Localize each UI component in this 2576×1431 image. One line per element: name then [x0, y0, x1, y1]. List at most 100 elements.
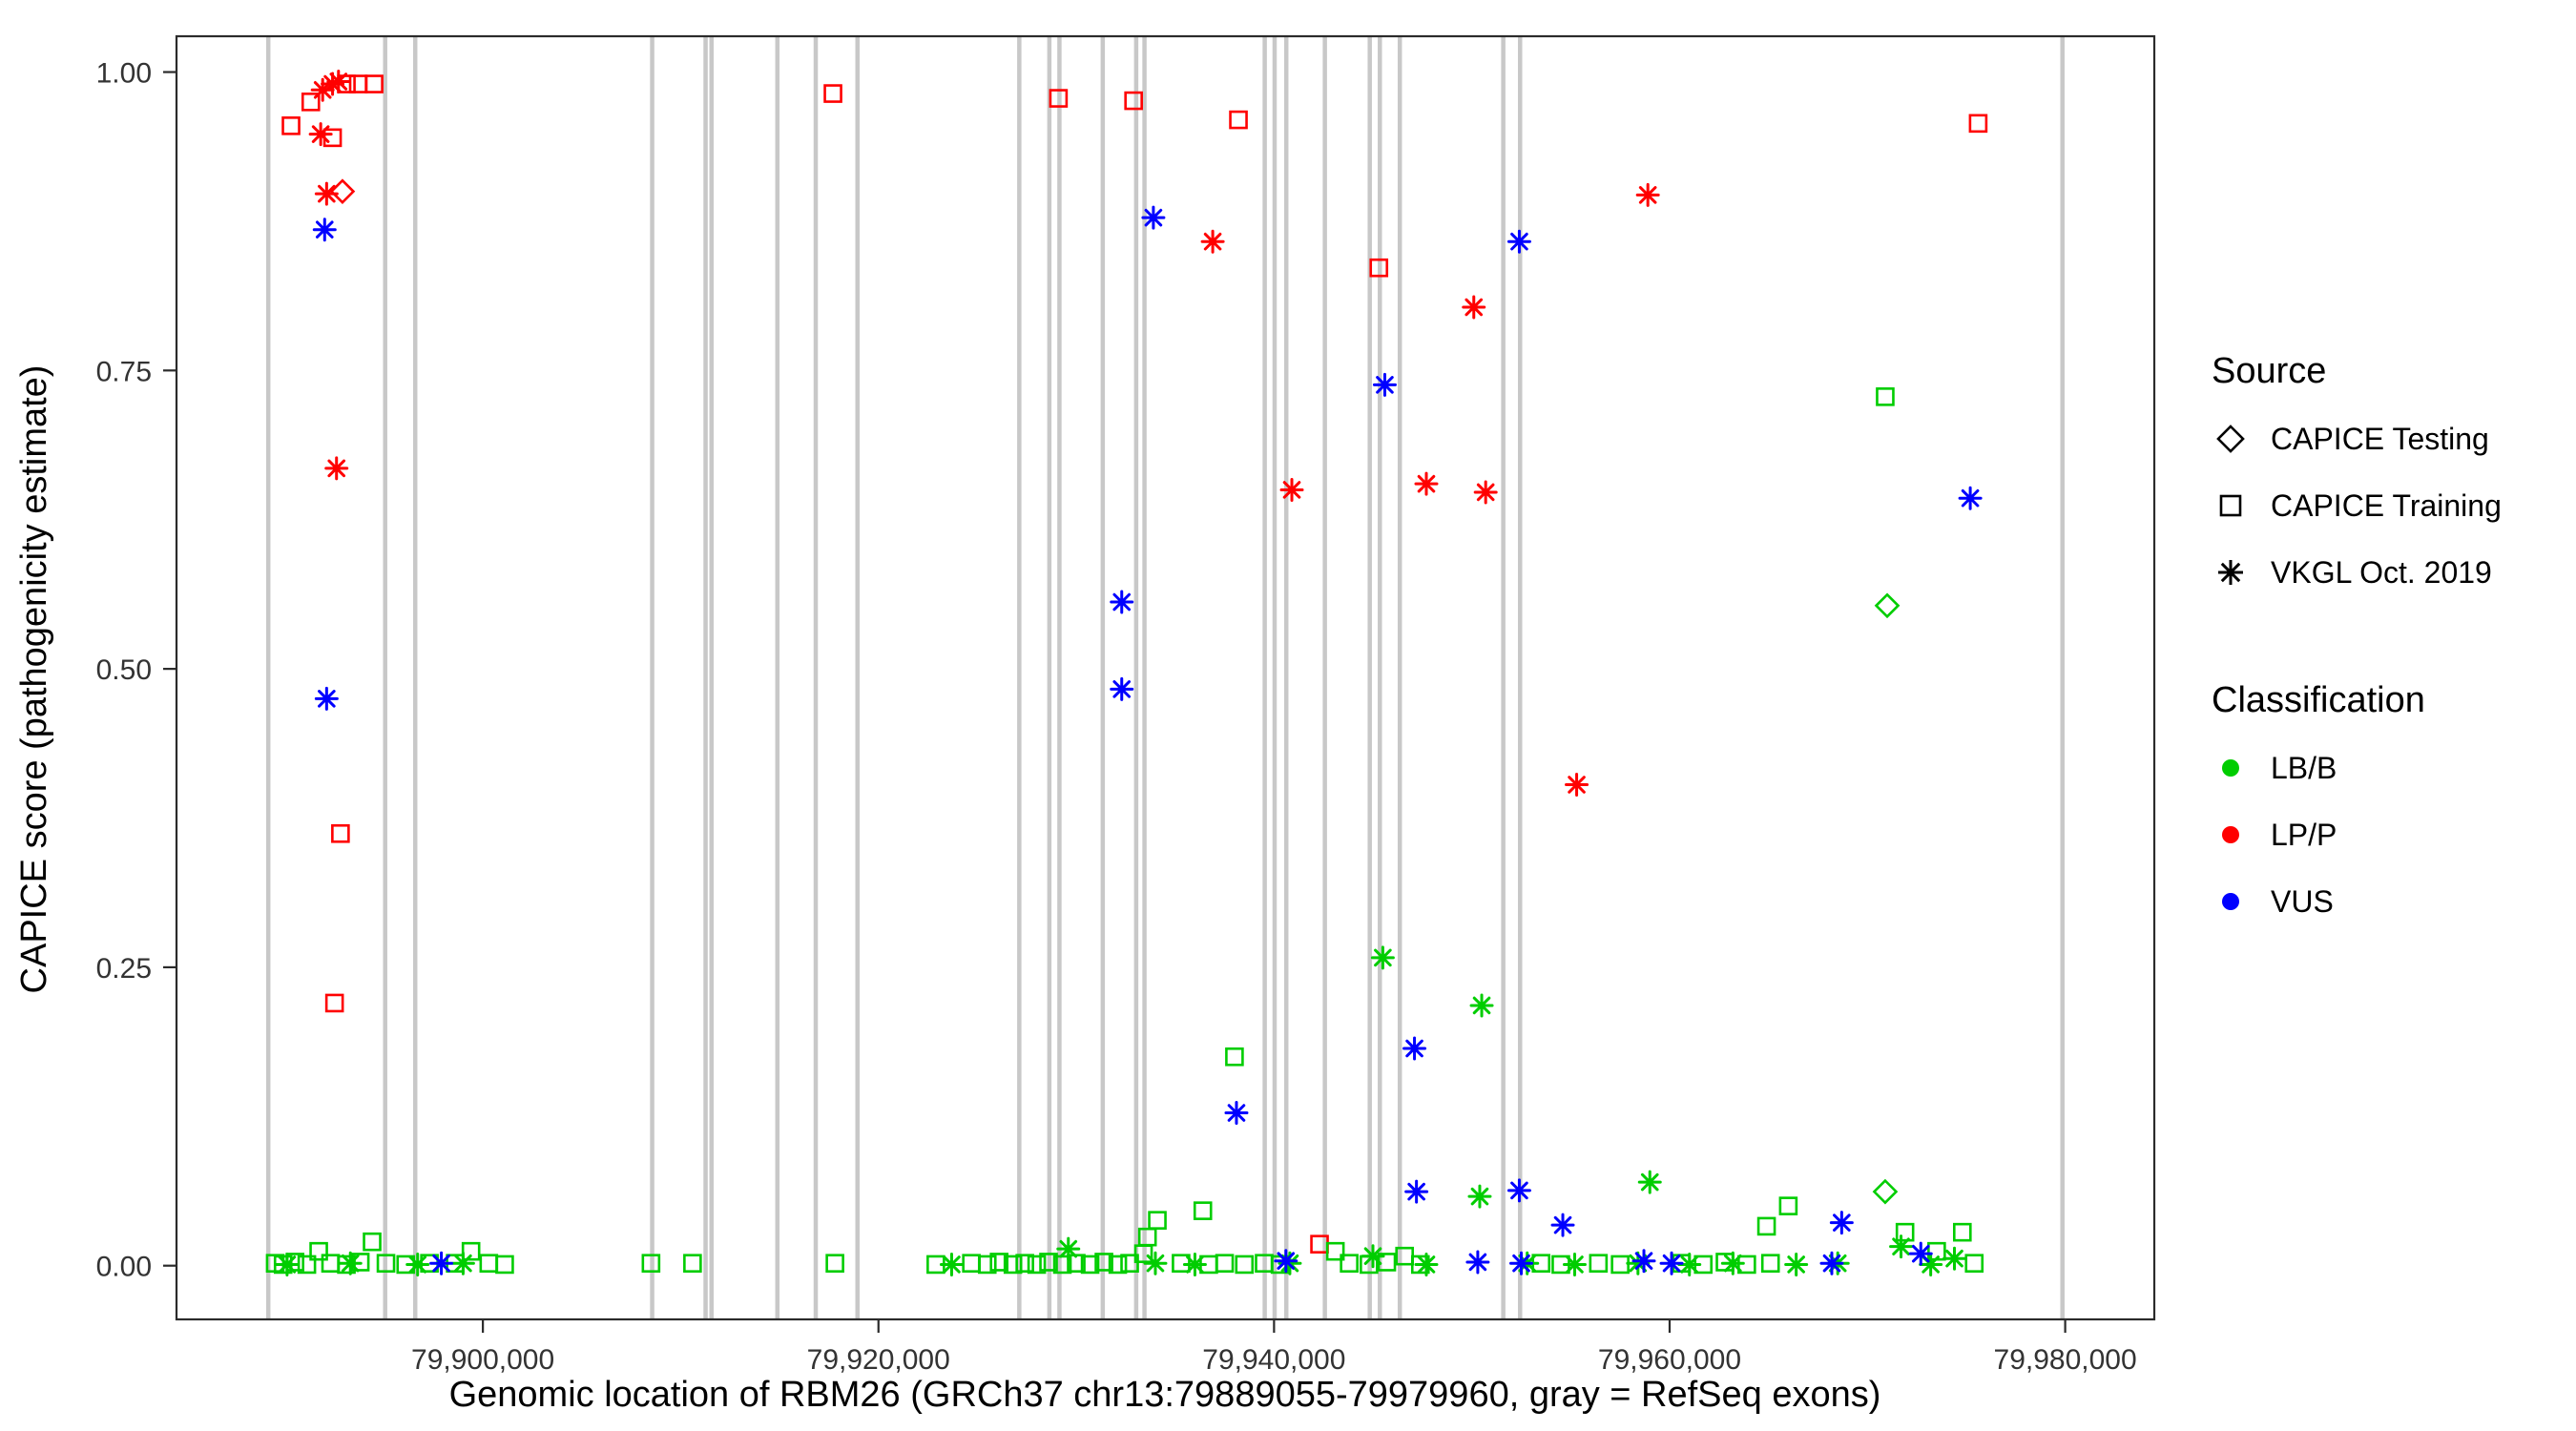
data-point-square: [1968, 114, 1988, 134]
data-point-asterisk: [1942, 1246, 1967, 1271]
data-point-asterisk: [1908, 1241, 1933, 1266]
data-point-asterisk: [310, 77, 335, 102]
data-point-asterisk: [1462, 295, 1486, 320]
data-point-asterisk: [1631, 1249, 1656, 1274]
data-point-asterisk: [275, 1252, 300, 1276]
panel-border: [175, 34, 2156, 1321]
data-point-asterisk: [324, 456, 349, 481]
data-point-asterisk: [1565, 772, 1589, 797]
data-point-asterisk: [338, 1251, 363, 1275]
data-point-square: [1340, 1254, 1359, 1273]
data-point-asterisk: [314, 686, 339, 711]
legend-item-lbb: LB/B: [2212, 735, 2502, 801]
legend-item-vus: VUS: [2212, 868, 2502, 935]
data-point-asterisk: [1361, 1244, 1385, 1269]
data-point-asterisk: [321, 72, 345, 96]
data-point-asterisk: [1550, 1213, 1575, 1237]
data-point-square: [1133, 1244, 1153, 1263]
data-point-square: [1760, 1254, 1780, 1273]
x-tick-label: 79,920,000: [807, 1344, 950, 1376]
data-point-square: [376, 1254, 396, 1273]
data-point-square: [363, 1232, 382, 1252]
data-points: [265, 70, 1988, 1276]
data-point-asterisk: [1506, 229, 1531, 254]
data-point-square: [1080, 1255, 1100, 1275]
data-point-asterisk: [1506, 1178, 1531, 1203]
data-point-square: [1094, 1253, 1113, 1272]
diamond-icon: [2216, 425, 2245, 453]
data-point-square: [1015, 1254, 1034, 1273]
asterisk-icon: [2218, 560, 2243, 585]
data-point-asterisk: [1182, 1252, 1207, 1276]
data-point-square: [1589, 1254, 1609, 1273]
data-point-asterisk: [1467, 1184, 1492, 1209]
data-point-square: [641, 1254, 661, 1273]
data-point-asterisk: [939, 1252, 964, 1276]
data-point-square: [1610, 1255, 1630, 1275]
y-tick-label: 0.25: [96, 953, 152, 985]
data-point-square: [348, 74, 368, 93]
legend-label: LP/P: [2271, 817, 2337, 852]
data-point-square: [1003, 1255, 1023, 1275]
data-point-asterisk: [1473, 480, 1498, 505]
data-point-square: [1039, 1253, 1058, 1272]
square-icon: [2219, 494, 2242, 517]
data-point-square: [1215, 1254, 1235, 1273]
legend-group-classification: Classification LB/B LP/P VUS: [2212, 680, 2502, 935]
data-point-square: [1964, 1254, 1984, 1273]
data-point-diamond: [1872, 1178, 1899, 1205]
data-point-asterisk: [1720, 1251, 1745, 1275]
data-point-square: [1876, 387, 1895, 406]
data-point-square: [324, 993, 344, 1013]
data-point-asterisk: [450, 1251, 475, 1275]
data-point-asterisk: [314, 181, 339, 206]
legend-item-vkgl: VKGL Oct. 2019: [2212, 539, 2502, 606]
data-point-square: [1193, 1201, 1213, 1220]
data-point-asterisk: [1372, 372, 1397, 397]
data-point-square: [301, 93, 321, 112]
data-point-diamond: [1874, 592, 1901, 619]
data-point-asterisk: [1659, 1251, 1684, 1275]
data-point-asterisk: [1637, 1170, 1662, 1194]
data-point-square: [321, 1254, 341, 1273]
legend-group-source: Source CAPICE Testing CAPICE Training VK…: [2212, 351, 2502, 606]
legend: Source CAPICE Testing CAPICE Training VK…: [2212, 351, 2502, 935]
data-point-asterisk: [1819, 1251, 1844, 1275]
blue-dot-icon: [2222, 893, 2239, 910]
legend-label: CAPICE Testing: [2271, 421, 2489, 456]
data-point-square: [1124, 91, 1143, 111]
data-point-square: [281, 116, 301, 135]
data-point-asterisk: [1414, 471, 1439, 496]
data-point-square: [479, 1254, 499, 1273]
data-point-asterisk: [405, 1252, 430, 1276]
y-tick-label: 1.00: [96, 58, 152, 90]
data-point-square: [823, 84, 842, 103]
data-point-square: [1137, 1227, 1157, 1247]
data-point-asterisk: [1626, 1251, 1651, 1275]
data-point-asterisk: [1279, 477, 1304, 502]
data-point-square: [1229, 110, 1248, 130]
data-point-asterisk: [1919, 1252, 1943, 1276]
legend-title-classification: Classification: [2212, 680, 2425, 720]
data-point-asterisk: [1677, 1252, 1702, 1276]
y-axis-title: CAPICE score (pathogenicity estimate): [14, 365, 54, 994]
data-point-square: [1895, 1222, 1915, 1242]
data-point-square: [683, 1254, 702, 1273]
data-point-asterisk: [1784, 1252, 1809, 1276]
data-point-asterisk: [1469, 993, 1494, 1018]
data-point-square: [1108, 1255, 1128, 1275]
data-point-asterisk: [1274, 1249, 1298, 1274]
legend-item-capice-testing: CAPICE Testing: [2212, 405, 2502, 472]
data-point-square: [977, 1255, 997, 1275]
data-point-square: [331, 823, 350, 843]
data-point-square: [322, 128, 343, 148]
data-point-square: [495, 1255, 514, 1275]
data-point-asterisk: [1889, 1234, 1914, 1259]
data-point-asterisk: [1402, 1036, 1427, 1061]
data-point-asterisk: [1141, 205, 1166, 230]
y-tick-label: 0.00: [96, 1252, 152, 1283]
data-point-square: [1225, 1047, 1244, 1067]
axes: 79,900,000 79,920,000 79,940,000 79,960,000…: [96, 34, 2156, 1376]
legend-label: CAPICE Training: [2271, 487, 2502, 523]
y-tick-label: 0.50: [96, 654, 152, 686]
